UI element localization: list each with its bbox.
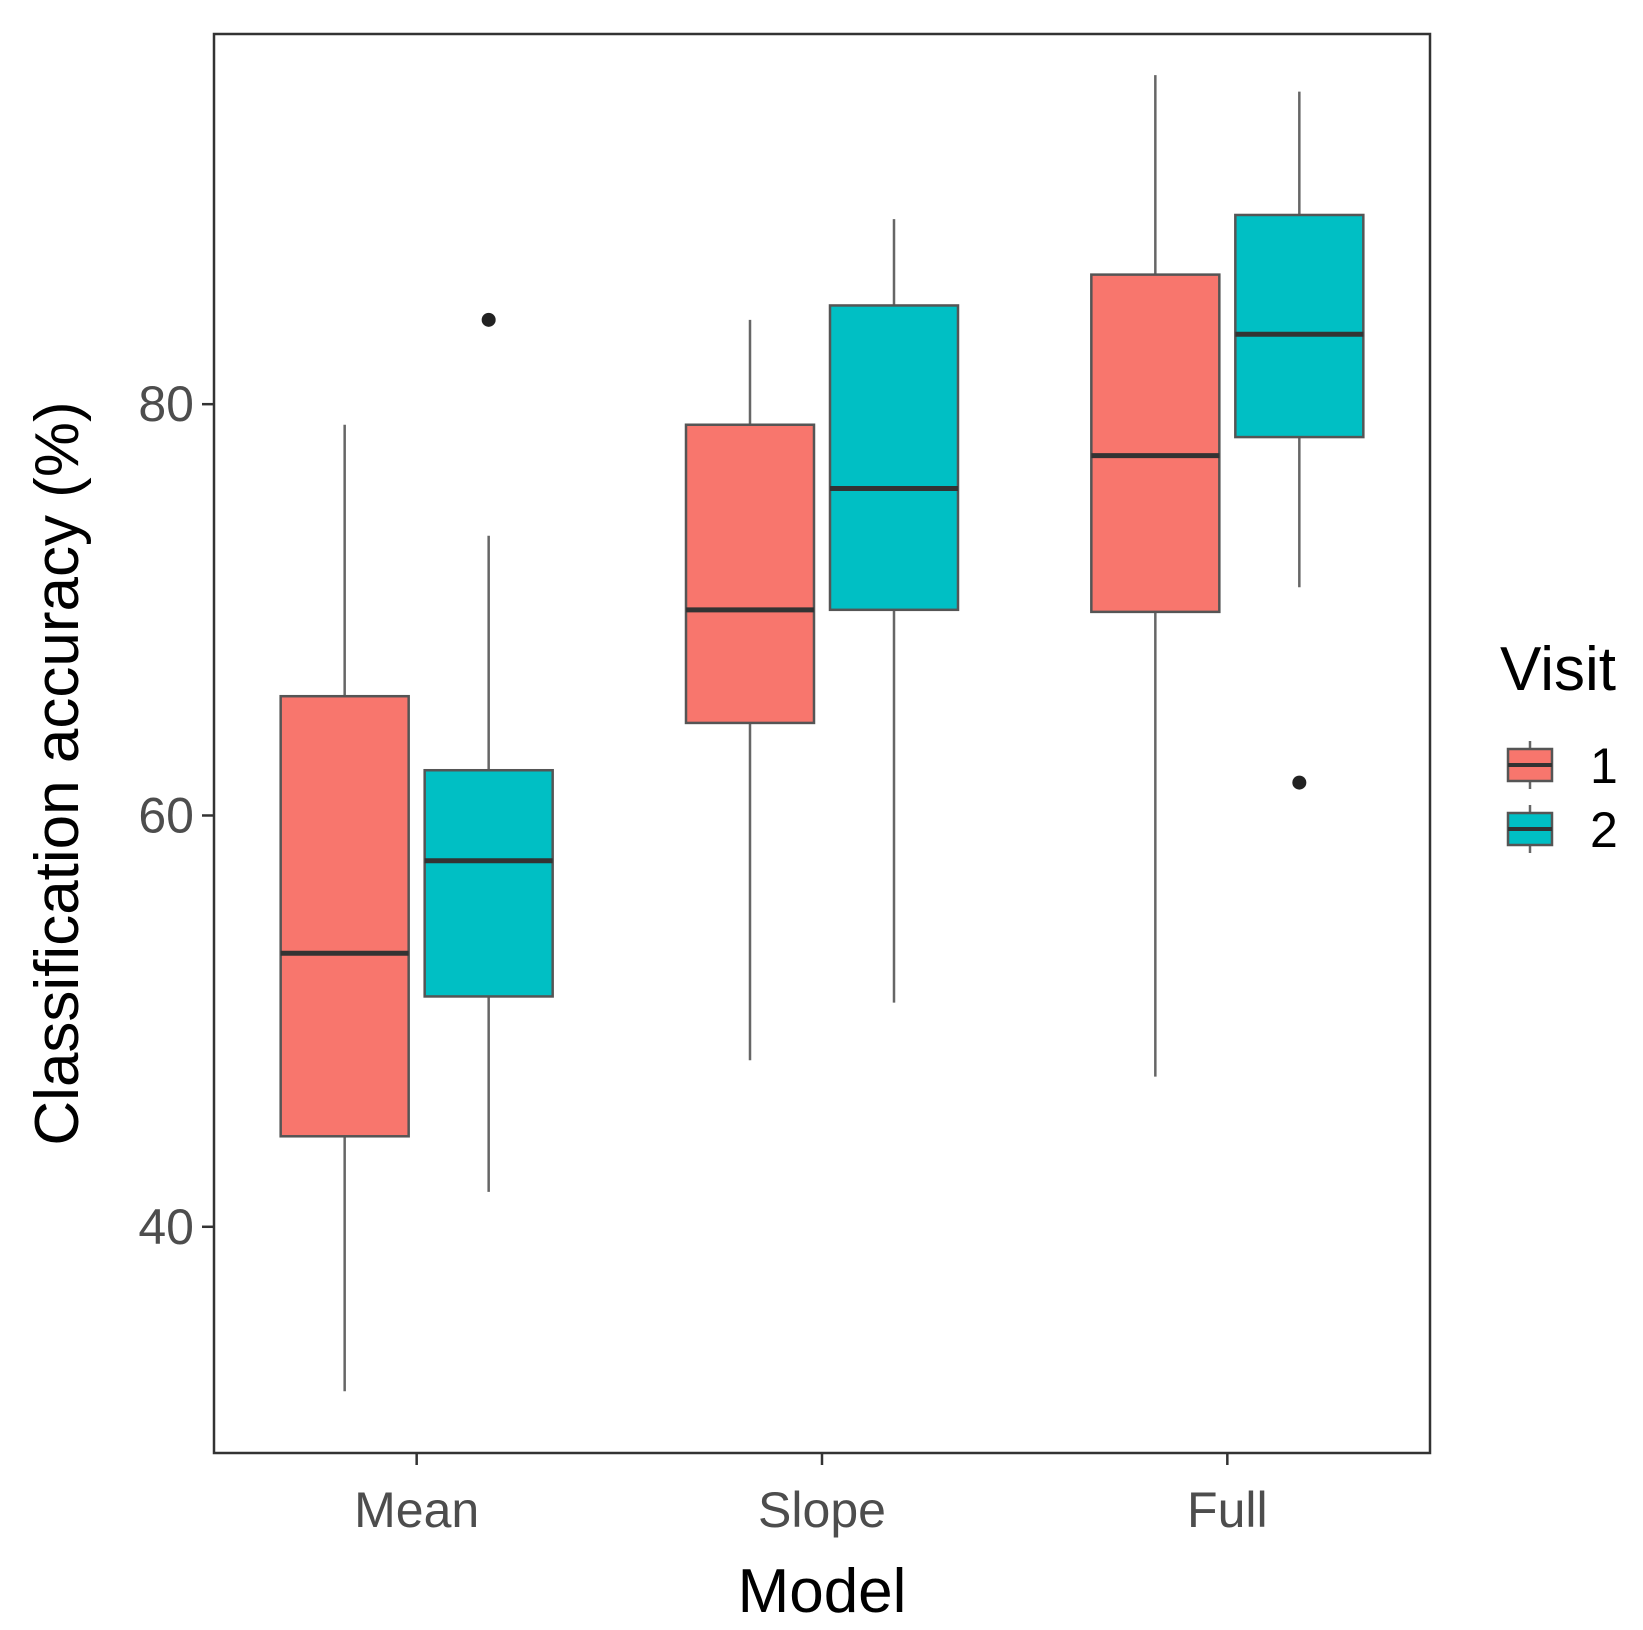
legend-key-visit-1: 1	[1506, 738, 1618, 794]
box-body	[828, 304, 960, 612]
legend-label: 1	[1590, 738, 1618, 794]
y-axis-title: Classification accuracy (%)	[23, 401, 92, 1145]
legend-title: Visit	[1500, 635, 1616, 704]
box-slope-visit-1	[684, 319, 816, 1061]
y-tick-label: 40	[138, 1199, 194, 1255]
legend-key-visit-2: 2	[1506, 802, 1618, 858]
box-mean-visit-1	[279, 424, 410, 1392]
box-full-visit-2	[1234, 91, 1365, 790]
y-tick-label: 80	[138, 376, 194, 432]
x-tick-label: Mean	[354, 1482, 479, 1538]
box-body	[279, 694, 410, 1138]
y-tick-label: 60	[138, 787, 194, 843]
outlier-point	[481, 312, 496, 327]
box-body	[423, 768, 554, 998]
box-body	[1090, 273, 1221, 614]
outlier-point	[1292, 775, 1307, 790]
legend: Visit 1 2	[1500, 635, 1618, 858]
x-tick-label: Full	[1187, 1482, 1268, 1538]
box-body	[684, 423, 816, 725]
legend-label: 2	[1590, 802, 1618, 858]
axes: 40 60 80 Mean Slope Full	[138, 376, 1267, 1538]
box-mean-visit-2	[423, 312, 554, 1192]
x-axis-title: Model	[738, 1557, 907, 1626]
box-slope-visit-2	[828, 219, 960, 1003]
box-full-visit-1	[1090, 75, 1221, 1077]
box-body	[1234, 213, 1365, 439]
plot-area	[279, 75, 1365, 1392]
x-tick-label: Slope	[758, 1482, 886, 1538]
